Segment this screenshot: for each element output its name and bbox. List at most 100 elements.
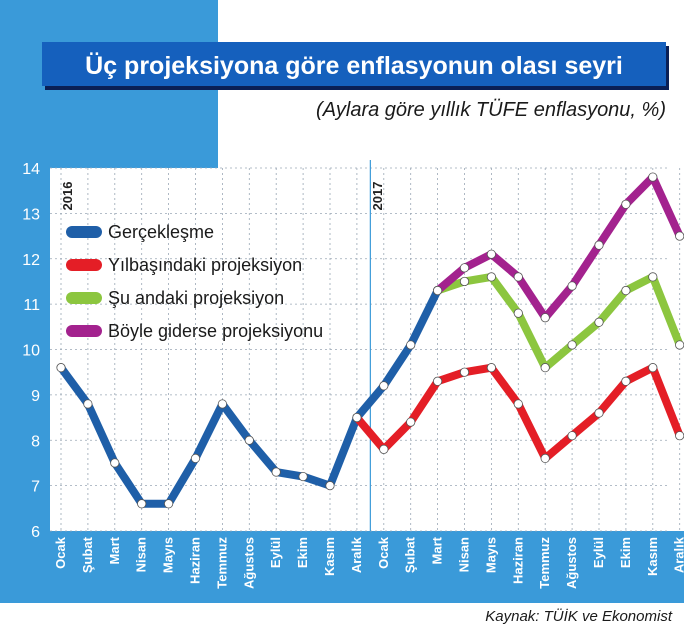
x-tick-label: Mayıs xyxy=(483,537,498,573)
legend-label: Böyle giderse projeksiyonu xyxy=(108,321,323,341)
legend: Gerçekleşme Yılbaşındaki projeksiyon Şu an… xyxy=(66,222,323,341)
source-box xyxy=(440,603,684,628)
x-tick-label: Haziran xyxy=(510,537,525,584)
y-tick-label: 7 xyxy=(31,479,40,496)
x-tick-label: Nisan xyxy=(457,537,472,572)
data-point xyxy=(594,317,604,327)
y-tick-label: 12 xyxy=(22,252,40,269)
data-point xyxy=(379,444,389,454)
x-tick-label: Aralık xyxy=(349,536,364,573)
title-banner xyxy=(42,42,666,86)
data-point xyxy=(621,199,631,209)
y-tick-label: 9 xyxy=(31,388,40,405)
y-tick-label: 6 xyxy=(31,524,40,541)
data-point xyxy=(621,376,631,386)
data-point xyxy=(190,453,201,463)
data-point xyxy=(83,399,93,409)
data-point xyxy=(675,431,684,441)
x-tick-label: Kasım xyxy=(322,537,337,576)
data-point xyxy=(540,453,550,463)
legend-label: Şu andaki projeksiyon xyxy=(108,288,284,308)
series-3 xyxy=(432,172,684,323)
year-label-2016: 2016 xyxy=(60,182,75,211)
source-note: Kaynak: TÜİK ve Ekonomist xyxy=(485,607,673,625)
y-tick-label: 11 xyxy=(23,297,40,314)
data-point xyxy=(352,412,362,423)
x-tick-label: Eylül xyxy=(268,537,283,568)
x-tick-label: Haziran xyxy=(188,537,203,584)
y-tick-label: 10 xyxy=(22,343,40,360)
y-tick-label: 8 xyxy=(31,433,40,450)
x-tick-label: Temmuz xyxy=(537,537,552,589)
data-point xyxy=(513,399,523,409)
data-point xyxy=(459,276,470,287)
data-point xyxy=(675,340,684,350)
x-tick-label: Mayıs xyxy=(161,537,176,573)
data-point xyxy=(621,285,631,296)
x-tick-label: Nisan xyxy=(134,537,149,572)
series-line xyxy=(433,173,684,322)
x-tick-label: Ekim xyxy=(618,537,633,568)
data-point xyxy=(379,381,389,391)
series-1 xyxy=(352,363,684,463)
x-axis-ticks: Ocak Şubat Mart Nisan Mayıs Haziran Temmuz Ağus… xyxy=(53,536,684,589)
data-point xyxy=(648,172,658,182)
x-tick-label: Ağustos xyxy=(241,537,256,589)
data-point xyxy=(298,471,308,482)
data-point xyxy=(271,467,281,477)
data-point xyxy=(244,435,254,445)
data-point xyxy=(540,363,550,373)
year-label-2017: 2017 xyxy=(370,182,385,211)
data-point xyxy=(567,281,577,291)
x-tick-label: Ağustos xyxy=(564,537,579,589)
data-point xyxy=(486,249,496,259)
grid xyxy=(50,167,681,532)
data-point xyxy=(594,408,604,418)
x-tick-label: Kasım xyxy=(645,537,660,576)
x-tick-label: Temmuz xyxy=(214,537,229,589)
chart-subtitle: (Aylara göre yıllık TÜFE enflasyonu, %) xyxy=(316,99,666,121)
chart-title: Üç projeksiyona göre enflasyonun olası s… xyxy=(85,51,623,80)
x-tick-label: Eylül xyxy=(591,537,606,568)
data-point xyxy=(459,367,470,377)
data-point xyxy=(540,313,550,323)
x-tick-label: Mart xyxy=(107,536,122,564)
data-point xyxy=(648,363,658,373)
x-tick-label: Mart xyxy=(430,536,445,564)
x-tick-label: Ekim xyxy=(295,537,310,568)
data-point xyxy=(56,363,66,373)
x-tick-label: Şubat xyxy=(80,536,95,573)
y-tick-label: 13 xyxy=(22,206,40,223)
data-point xyxy=(675,231,684,241)
data-point xyxy=(513,272,523,282)
y-tick-label: 14 xyxy=(22,161,40,178)
data-point xyxy=(432,376,443,386)
series-lines xyxy=(56,172,684,509)
bottom-blue-band xyxy=(0,531,684,603)
data-point xyxy=(567,340,577,350)
data-point xyxy=(110,458,120,468)
data-point xyxy=(567,431,577,441)
data-point xyxy=(406,417,416,427)
y-axis-ticks: 6 7 8 9 10 11 12 13 14 xyxy=(22,161,40,541)
legend-label: Yılbaşındaki projeksiyon xyxy=(108,255,302,275)
legend-label: Gerçekleşme xyxy=(108,222,214,242)
data-point xyxy=(486,363,496,373)
data-point xyxy=(217,399,227,409)
data-point xyxy=(648,272,658,282)
data-point xyxy=(406,340,416,350)
data-point xyxy=(459,263,470,273)
data-point xyxy=(432,285,443,296)
series-line xyxy=(433,272,684,372)
data-point xyxy=(325,481,335,491)
x-tick-label: Ocak xyxy=(376,536,391,569)
data-point xyxy=(513,308,523,318)
data-point xyxy=(486,272,496,282)
x-tick-label: Ocak xyxy=(53,536,68,569)
data-point xyxy=(164,499,174,509)
data-point xyxy=(137,499,147,509)
data-point xyxy=(594,240,604,250)
x-tick-label: Aralık xyxy=(672,536,684,573)
